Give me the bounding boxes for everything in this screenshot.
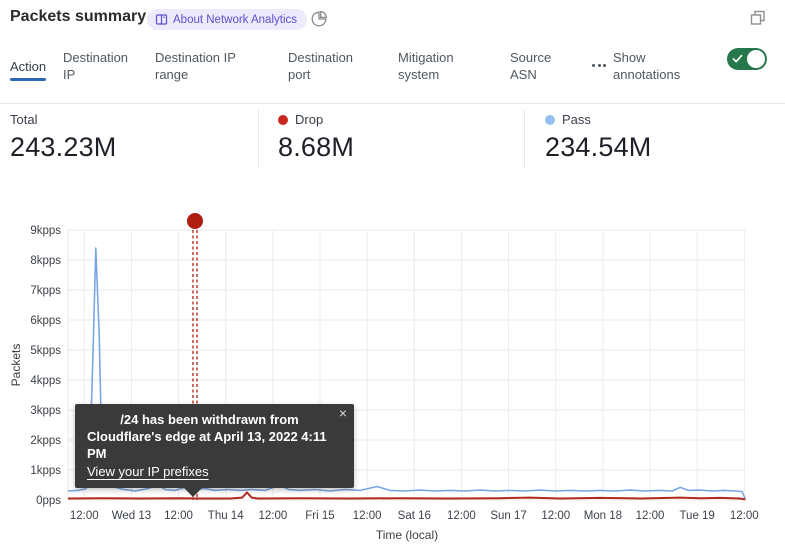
- tooltip-arrow: [184, 488, 202, 497]
- tab-source-asn-label: Source ASN: [510, 50, 552, 82]
- tab-destination-ip-range[interactable]: Destination IP range: [155, 48, 255, 84]
- x-tick-label: 12:00: [70, 510, 99, 522]
- filter-tabs: Action Destination IP Destination IP ran…: [0, 48, 785, 88]
- stats-divider: [524, 110, 525, 168]
- view-ip-prefixes-link[interactable]: View your IP prefixes: [87, 464, 209, 479]
- x-tick-label: Thu 14: [208, 510, 244, 522]
- tab-mitigation-system[interactable]: Mitigation system: [398, 48, 474, 84]
- pass-dot: [545, 114, 555, 125]
- y-tick-label: 5kpps: [30, 345, 61, 357]
- stat-pass: Pass 234.54M: [545, 112, 651, 163]
- annotation-marker-dot[interactable]: [186, 213, 203, 229]
- x-axis-title: Time (local): [375, 528, 439, 542]
- y-tick-label: 2kpps: [30, 435, 61, 447]
- stat-total-label: Total: [10, 112, 38, 127]
- x-tick-label: Mon 18: [584, 510, 622, 522]
- book-icon: [155, 14, 168, 25]
- about-network-analytics-badge[interactable]: About Network Analytics: [147, 9, 308, 30]
- x-tick-label: Fri 15: [305, 510, 334, 522]
- page-title: Packets summary: [10, 8, 147, 25]
- annotation-tooltip: × /24 has been withdrawn from Cloudflare…: [75, 404, 354, 497]
- x-tick-label: 12:00: [353, 510, 382, 522]
- show-annotations-toggle[interactable]: [727, 48, 767, 70]
- y-tick-label: 1kpps: [30, 465, 61, 477]
- show-annotations-label: Show annotations: [613, 50, 681, 82]
- x-tick-label: 12:00: [730, 510, 759, 522]
- y-tick-label: 7kpps: [30, 285, 61, 297]
- more-tabs-icon[interactable]: [592, 64, 606, 67]
- series-line-drop: [67, 491, 746, 501]
- y-tick-label: 9kpps: [30, 225, 61, 237]
- y-tick-label: 6kpps: [30, 315, 61, 327]
- tooltip-message-line1: /24 has been withdrawn from: [120, 412, 299, 427]
- tab-action-label: Action: [10, 58, 47, 74]
- stat-total-value: 243.23M: [10, 132, 117, 162]
- y-tick-label: 3kpps: [30, 405, 61, 417]
- active-tab-underline: [10, 78, 47, 81]
- x-tick-label: 12:00: [541, 510, 570, 522]
- stat-total: Total 243.23M: [10, 112, 116, 163]
- stat-drop-label: Drop: [295, 112, 324, 127]
- stat-drop: Drop 8.68M: [278, 112, 354, 163]
- close-icon[interactable]: ×: [338, 405, 347, 421]
- x-tick-label: Sat 16: [398, 510, 431, 522]
- toggle-knob: [747, 50, 765, 68]
- pie-chart-icon[interactable]: [310, 10, 328, 28]
- tab-action[interactable]: Action: [10, 48, 47, 84]
- tab-destination-ip-label: Destination IP: [63, 50, 129, 82]
- tab-destination-ip[interactable]: Destination IP: [63, 48, 143, 84]
- x-tick-label: 12:00: [447, 510, 476, 522]
- tab-destination-port-label: Destination port: [288, 50, 354, 82]
- x-tick-label: 12:00: [164, 510, 193, 522]
- drop-dot: [278, 114, 288, 125]
- x-tick-label: Sun 17: [490, 510, 526, 522]
- check-icon: [732, 54, 743, 63]
- header-divider: [0, 103, 785, 104]
- stats-divider: [258, 110, 259, 168]
- overlap-squares-icon[interactable]: [749, 9, 767, 27]
- stat-drop-value: 8.68M: [278, 132, 355, 162]
- tooltip-message-line2: Cloudflare's edge at April 13, 2022 4:11…: [87, 429, 327, 461]
- tab-source-asn[interactable]: Source ASN: [510, 48, 566, 84]
- x-tick-label: Wed 13: [112, 510, 151, 522]
- stat-pass-value: 234.54M: [545, 132, 652, 162]
- x-tick-label: Tue 19: [679, 510, 714, 522]
- tab-destination-ip-range-label: Destination IP range: [155, 50, 236, 82]
- x-tick-label: 12:00: [258, 510, 287, 522]
- series-line-pass: [67, 247, 747, 499]
- tab-destination-port[interactable]: Destination port: [288, 48, 368, 84]
- y-tick-label: 0pps: [36, 495, 61, 507]
- badge-label: About Network Analytics: [173, 13, 298, 26]
- x-tick-label: 12:00: [636, 510, 665, 522]
- y-axis-title: Packets: [9, 343, 23, 387]
- y-tick-label: 8kpps: [30, 255, 61, 267]
- y-tick-label: 4kpps: [30, 375, 61, 387]
- tab-mitigation-system-label: Mitigation system: [398, 50, 454, 82]
- stat-pass-label: Pass: [562, 112, 591, 127]
